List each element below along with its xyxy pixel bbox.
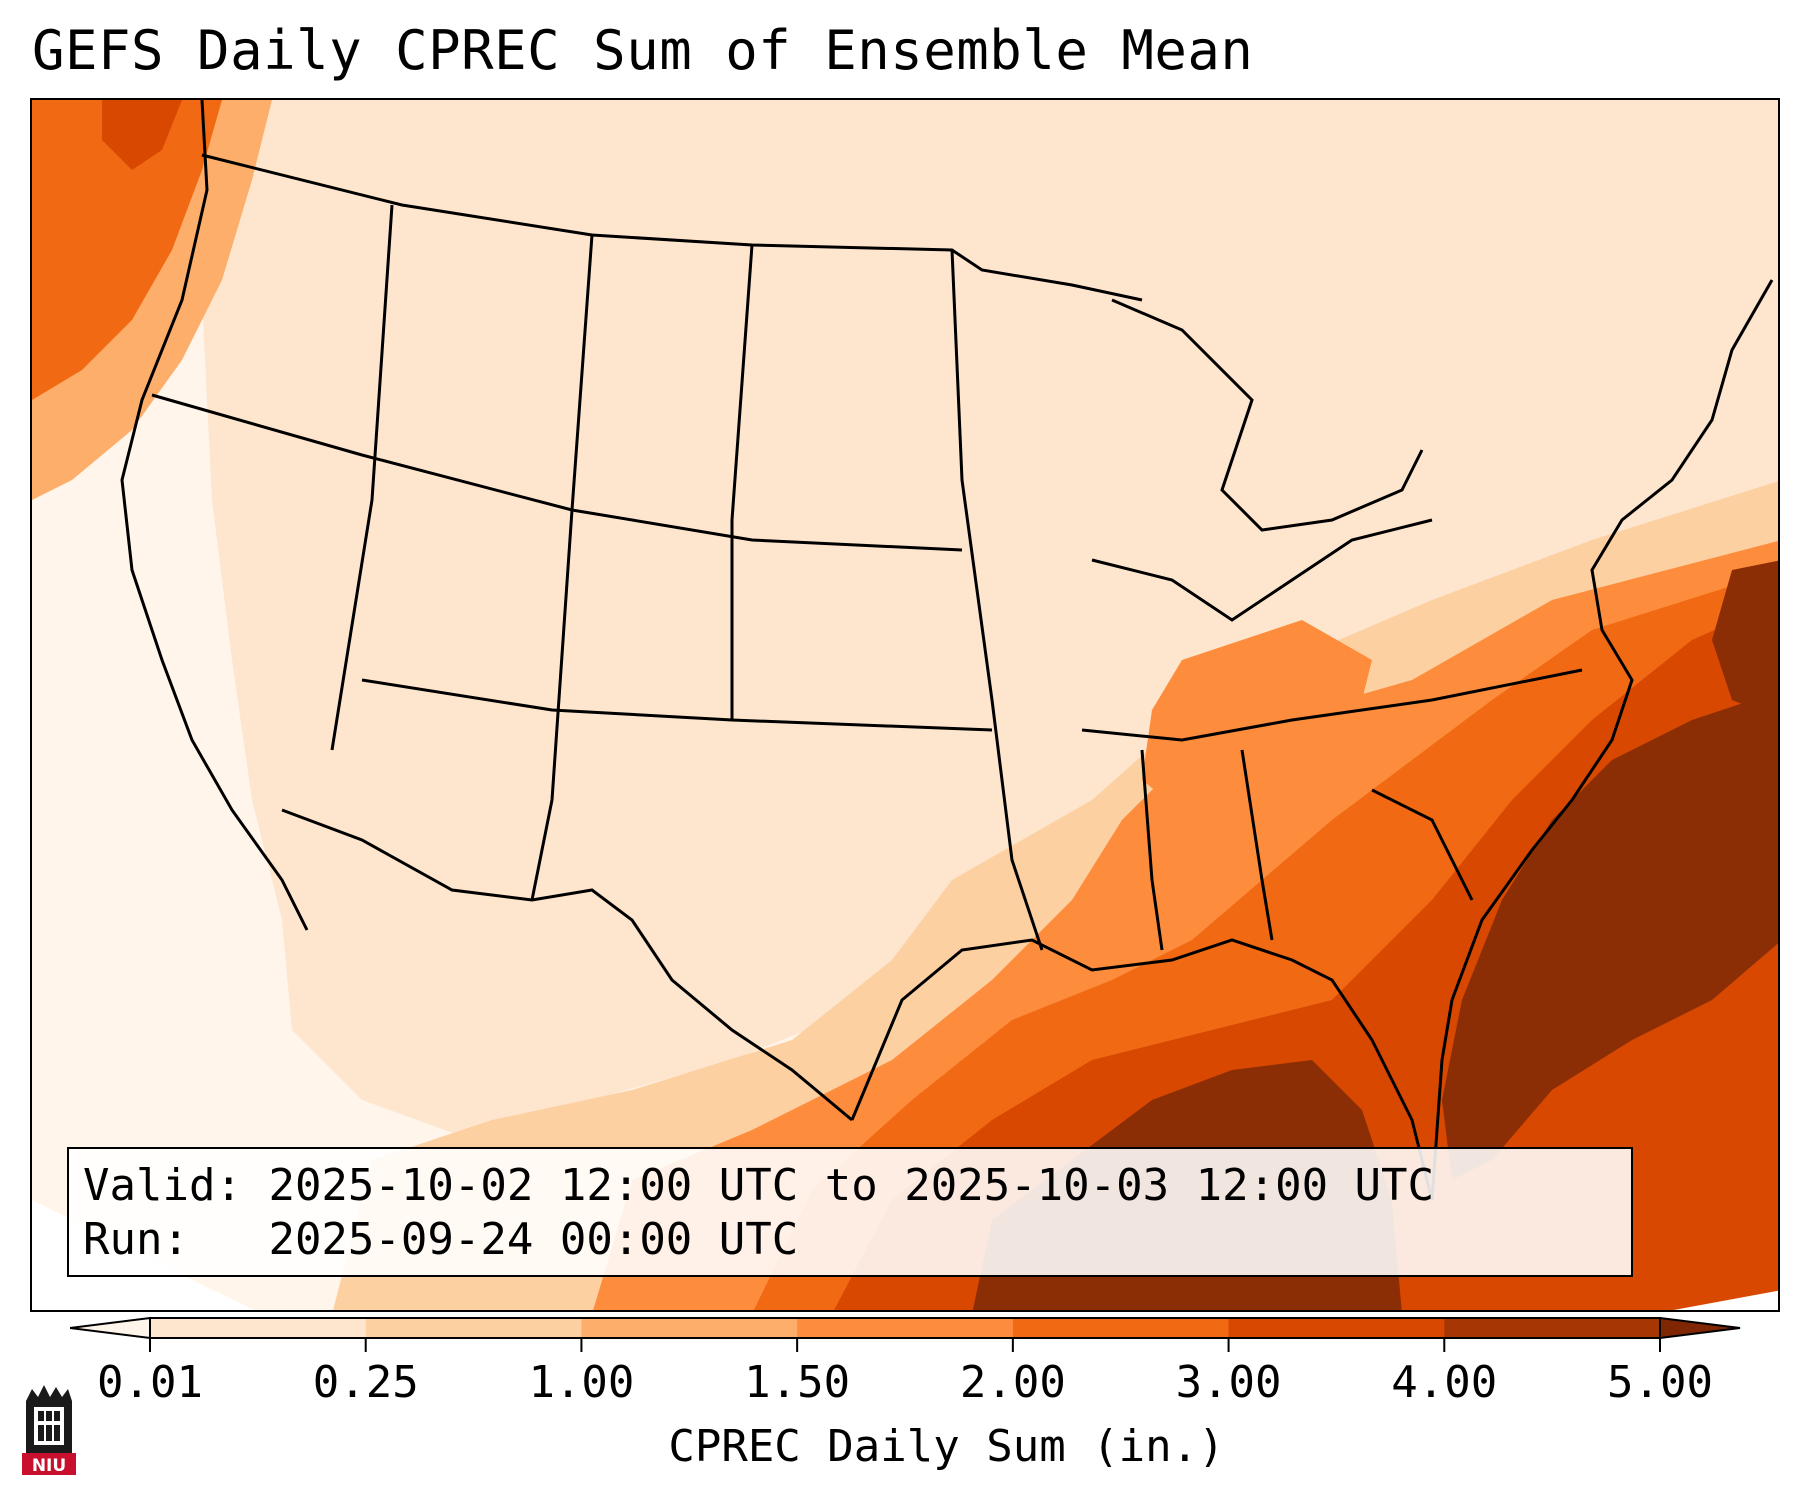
precipitation-map: [30, 98, 1780, 1312]
valid-value: 2025-10-02 12:00 UTC to 2025-10-03 12:00…: [268, 1160, 1435, 1211]
colorbar-segment: [581, 1318, 798, 1338]
state-borders: [120, 100, 1774, 1201]
colorbar-tick-label: 0.25: [312, 1357, 419, 1408]
colorbar-extend-low: [70, 1316, 151, 1340]
valid-label: Valid:: [83, 1160, 242, 1211]
logo-text: NIU: [32, 1456, 66, 1476]
colorbar-tick-label: 1.50: [744, 1357, 851, 1408]
colorbar-tick-label: 2.00: [959, 1357, 1066, 1408]
precip-zone-atlantic-extreme: [1442, 691, 1778, 1180]
colorbar-segment: [1012, 1318, 1230, 1338]
colorbar-ticks: [149, 1338, 1661, 1352]
colorbar-extend-high: [1659, 1316, 1741, 1340]
run-label: Run:: [83, 1214, 189, 1265]
colorbar-outline: [149, 1317, 1661, 1339]
valid-run-info-box: Valid: 2025-10-02 12:00 UTC to 2025-10-0…: [67, 1147, 1633, 1277]
precip-zone-pnw-heavy: [32, 100, 222, 400]
colorbar-tick-label: 3.00: [1175, 1357, 1282, 1408]
precip-zone-light-broad: [202, 100, 1778, 1140]
colorbar-segment: [1444, 1318, 1661, 1338]
colorbar-segment: [797, 1318, 1014, 1338]
colorbar-segment: [365, 1318, 582, 1338]
niu-tower-logo-icon: NIU: [22, 1385, 76, 1476]
map-domain-mask-east: [1673, 1290, 1778, 1310]
colorbar-segment: [150, 1318, 367, 1338]
colorbar-segment: [1228, 1318, 1445, 1338]
colorbar-tick-label: 5.00: [1607, 1357, 1713, 1408]
precip-zone-atlantic-peak: [1712, 560, 1778, 719]
precip-zone-pnw-peak: [102, 100, 182, 170]
colorbar-tick-label: 1.00: [528, 1357, 635, 1408]
precip-zone-tennessee-moderate: [1142, 620, 1372, 820]
colorbar-tick-label: 0.01: [97, 1357, 203, 1408]
map-svg: [32, 100, 1778, 1310]
colorbar-label: CPREC Daily Sum (in.): [668, 1421, 1225, 1472]
colorbar: [70, 1316, 1741, 1352]
precip-zone-southeast-very-heavy: [834, 601, 1778, 1310]
chart-title: GEFS Daily CPREC Sum of Ensemble Mean: [32, 19, 1254, 82]
map-domain-mask-west: [32, 1200, 254, 1310]
colorbar-tick-label: 4.00: [1391, 1357, 1498, 1408]
colorbar-segments: [150, 1318, 1661, 1338]
run-value: 2025-09-24 00:00 UTC: [268, 1214, 799, 1265]
